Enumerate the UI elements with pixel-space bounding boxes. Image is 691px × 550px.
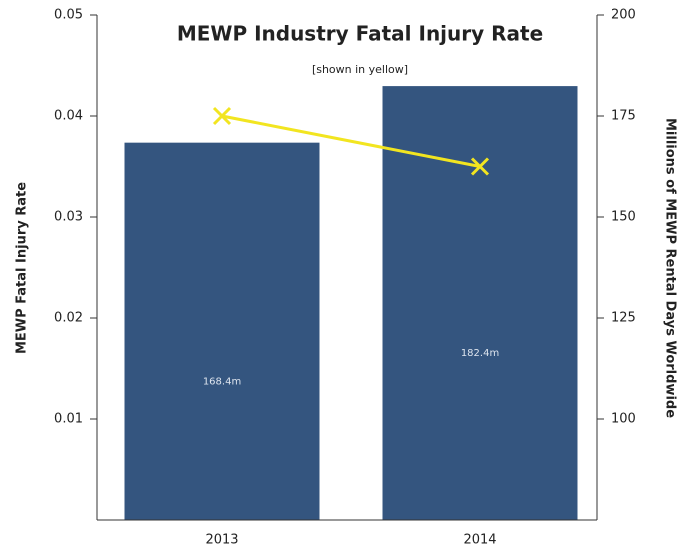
y2-tick-label: 100	[611, 412, 636, 427]
x-tick-label: 2014	[463, 533, 496, 548]
point-marker	[212, 106, 232, 126]
y-tick-label: 0.04	[54, 109, 83, 124]
bar	[124, 142, 320, 520]
y2-tick-label: 150	[611, 210, 636, 225]
y-tick-label: 0.02	[54, 311, 83, 326]
y-axis-label: MEWP Fatal Injury Rate	[15, 182, 30, 354]
chart-subtitle: [shown in yellow]	[312, 63, 408, 76]
y2-axis-label: Millions of MEWP Rental Days Worldwide	[663, 118, 678, 418]
bar-value-label: 182.4m	[461, 348, 499, 359]
line	[221, 114, 481, 168]
y2-tick-label: 125	[611, 311, 636, 326]
chart-title: MEWP Industry Fatal Injury Rate	[177, 22, 543, 46]
bar	[382, 86, 578, 520]
y2-tick-label: 200	[611, 8, 636, 23]
point-marker	[470, 157, 490, 176]
x-tick-label: 2013	[205, 533, 238, 548]
y-tick-label: 0.03	[54, 210, 83, 225]
y2-tick-label: 175	[611, 109, 636, 124]
y-tick-label: 0.05	[54, 8, 83, 23]
bar-value-label: 168.4m	[203, 376, 241, 387]
y-tick-label: 0.01	[54, 412, 83, 427]
